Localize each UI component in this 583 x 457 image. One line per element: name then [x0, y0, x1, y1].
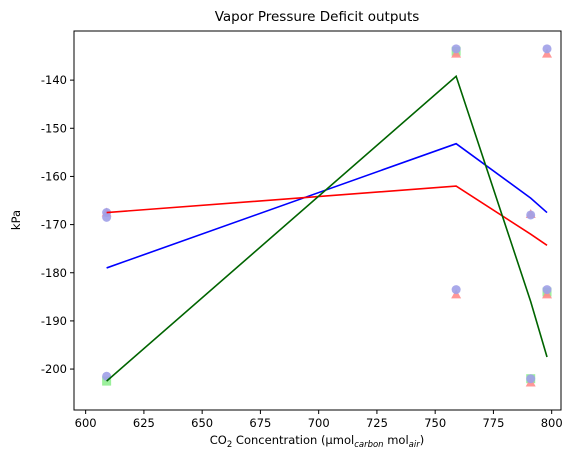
x-label-part: air — [409, 440, 421, 450]
x-label-part: CO — [210, 433, 227, 447]
point — [542, 285, 552, 295]
x-tick-label: 625 — [133, 416, 155, 430]
x-tick-label: 800 — [541, 416, 563, 430]
x-tick-label: 675 — [249, 416, 271, 430]
y-tick-label: -160 — [41, 169, 67, 183]
y-axis-label: kPa — [9, 210, 23, 230]
y-tick-label: -200 — [41, 362, 67, 376]
point — [451, 285, 461, 295]
x-label-part: Concentration (μmol — [232, 433, 354, 447]
x-label-part: ) — [420, 433, 425, 447]
x-tick-label: 775 — [482, 416, 504, 430]
point — [526, 374, 536, 384]
x-label-part: 2 — [227, 440, 232, 450]
x-tick-label: 600 — [75, 416, 97, 430]
x-label-part: mol — [384, 433, 409, 447]
line — [106, 74, 548, 382]
x-label-part: carbon — [354, 440, 383, 450]
x-tick-label: 725 — [366, 416, 388, 430]
x-tick-label: 650 — [191, 416, 213, 430]
point — [102, 212, 112, 222]
x-axis-label: CO2 Concentration (μmolcarbon molair) — [210, 433, 424, 450]
point — [526, 210, 536, 220]
line — [106, 142, 548, 269]
x-tick-label: 700 — [308, 416, 330, 430]
y-tick-label: -140 — [41, 73, 67, 87]
point — [542, 44, 552, 54]
chart-title: Vapor Pressure Deficit outputs — [215, 9, 420, 25]
line — [106, 185, 548, 246]
point — [451, 44, 461, 54]
y-tick-label: -190 — [41, 314, 67, 328]
plot-frame — [73, 30, 562, 411]
y-tick-label: -170 — [41, 218, 67, 232]
y-tick-label: -150 — [41, 121, 67, 135]
y-tick-label: -180 — [41, 266, 67, 280]
x-tick-label: 750 — [424, 416, 446, 430]
point — [102, 371, 112, 381]
